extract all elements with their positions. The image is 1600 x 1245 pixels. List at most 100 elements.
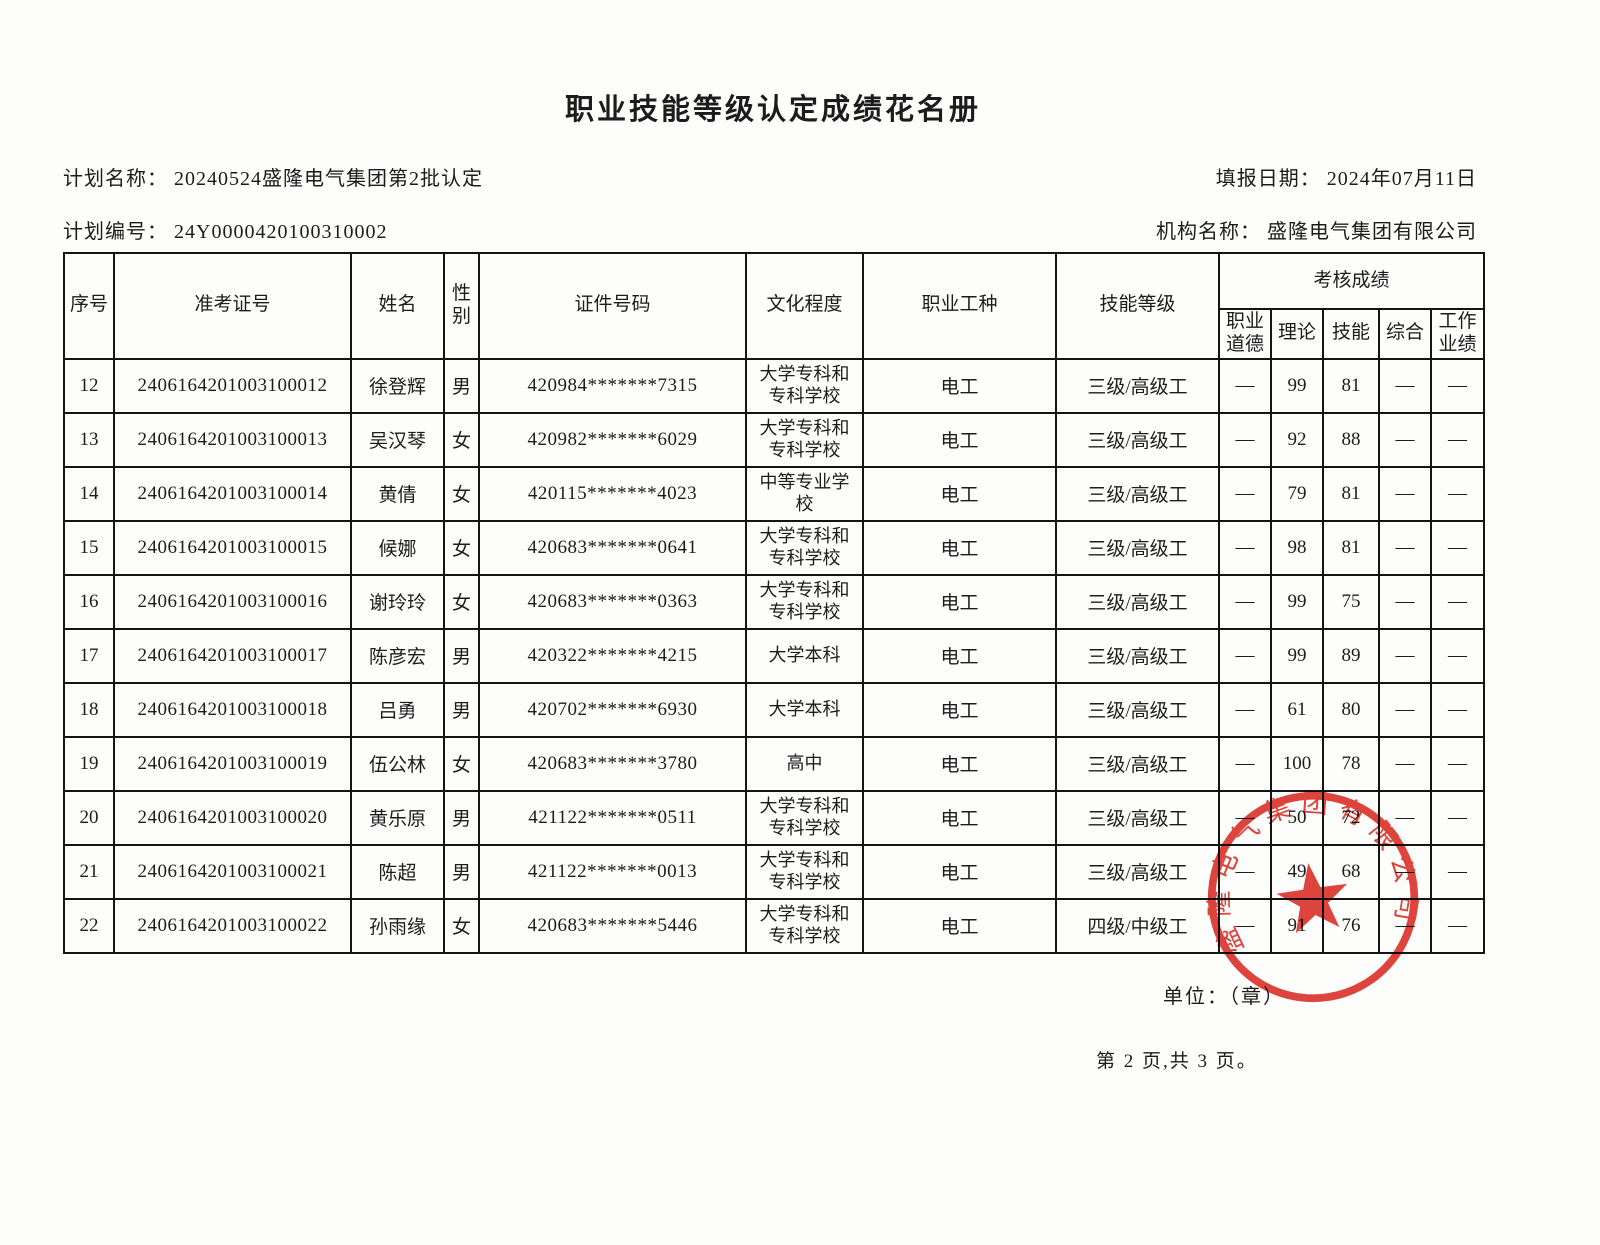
- cell-id-number: 420982*******6029: [478, 411, 747, 468]
- cell-score-skill: 88: [1322, 411, 1380, 468]
- cell-name: 陈超: [350, 843, 445, 900]
- cell-education: 大学专科和 专科学校: [745, 843, 864, 900]
- cell-name: 徐登辉: [350, 357, 445, 414]
- cell-id-number: 420702*******6930: [478, 681, 747, 738]
- cell-score-comprehensive: —: [1378, 681, 1432, 738]
- cell-score-comprehensive: —: [1378, 573, 1432, 630]
- cell-education: 大学专科和 专科学校: [745, 789, 864, 846]
- cell-gender: 女: [443, 573, 480, 630]
- cell-score-theory: 99: [1270, 627, 1324, 684]
- cell-score-theory: 79: [1270, 465, 1324, 522]
- cell-score-work: —: [1429, 573, 1486, 630]
- col-header-occupation: 职业工种: [862, 252, 1057, 360]
- cell-score-comprehensive: —: [1378, 843, 1432, 900]
- cell-name: 黄乐原: [350, 789, 445, 846]
- cell-education: 高中: [745, 735, 864, 792]
- cell-ticket-no: 2406164201003100013: [113, 411, 352, 468]
- cell-score-comprehensive: —: [1378, 789, 1432, 846]
- table-row: 22 2406164201003100022 孙雨缘女 420683*******54…: [63, 897, 1486, 954]
- cell-seq: 18: [63, 681, 115, 738]
- cell-skill-level: 三级/高级工: [1055, 573, 1220, 630]
- cell-skill-level: 三级/高级工: [1055, 789, 1220, 846]
- plan-name: 计划名称： 20240524盛隆电气集团第2批认定: [63, 168, 483, 190]
- col-header-gender: 性别: [443, 252, 480, 360]
- cell-score-theory: 99: [1270, 357, 1324, 414]
- cell-skill-level: 三级/高级工: [1055, 843, 1220, 900]
- cell-education: 大学专科和 专科学校: [745, 411, 864, 468]
- col-header-skill-level: 技能等级: [1055, 252, 1220, 360]
- cell-score-work: —: [1429, 519, 1486, 576]
- cell-seq: 21: [63, 843, 115, 900]
- cell-seq: 13: [63, 411, 115, 468]
- cell-name: 伍公林: [350, 735, 445, 792]
- cell-score-comprehensive: —: [1378, 519, 1432, 576]
- cell-occupation: 电工: [862, 573, 1057, 630]
- meta-row-1: 计划名称： 20240524盛隆电气集团第2批认定 填报日期： 2024年07月…: [63, 162, 1477, 191]
- cell-score-ethics: —: [1218, 735, 1272, 792]
- col-header-seq: 序号: [63, 252, 115, 360]
- cell-id-number: 420683*******0641: [478, 519, 747, 576]
- table-row: 14 2406164201003100014 黄倩女 420115*******402…: [63, 465, 1486, 522]
- col-header-score-comprehensive: 综合: [1378, 308, 1432, 360]
- cell-skill-level: 三级/高级工: [1055, 411, 1220, 468]
- cell-name: 候娜: [350, 519, 445, 576]
- cell-score-skill: 89: [1322, 627, 1380, 684]
- cell-score-skill: 81: [1322, 519, 1380, 576]
- cell-score-skill: 75: [1322, 573, 1380, 630]
- cell-score-comprehensive: —: [1378, 465, 1432, 522]
- cell-score-ethics: —: [1218, 843, 1272, 900]
- table-row: 17 2406164201003100017 陈彦宏男 420322*******42…: [63, 627, 1486, 684]
- cell-seq: 15: [63, 519, 115, 576]
- cell-seq: 22: [63, 897, 115, 954]
- cell-education: 大学专科和 专科学校: [745, 897, 864, 954]
- cell-score-work: —: [1429, 465, 1486, 522]
- plan-number: 计划编号： 24Y0000420100310002: [63, 221, 388, 243]
- cell-score-theory: 61: [1270, 681, 1324, 738]
- cell-score-skill: 81: [1322, 465, 1380, 522]
- cell-skill-level: 三级/高级工: [1055, 357, 1220, 414]
- cell-education: 中等专业学 校: [745, 465, 864, 522]
- cell-score-theory: 92: [1270, 411, 1324, 468]
- cell-occupation: 电工: [862, 357, 1057, 414]
- cell-gender: 男: [443, 789, 480, 846]
- cell-education: 大学专科和 专科学校: [745, 519, 864, 576]
- cell-ticket-no: 2406164201003100016: [113, 573, 352, 630]
- header-row-group: 序号 准考证号 姓名 性别 证件号码 文化程度 职业工种 技能等级 考核成绩: [63, 252, 1486, 360]
- cell-score-skill: 80: [1322, 681, 1380, 738]
- table-row: 18 2406164201003100018 吕勇男 420702*******693…: [63, 681, 1486, 738]
- cell-score-theory: 98: [1270, 519, 1324, 576]
- cell-score-skill: 76: [1322, 897, 1380, 954]
- cell-score-ethics: —: [1218, 357, 1272, 414]
- cell-occupation: 电工: [862, 735, 1057, 792]
- col-header-score-theory: 理论: [1270, 308, 1324, 360]
- cell-score-skill: 72: [1322, 789, 1380, 846]
- cell-score-comprehensive: —: [1378, 357, 1432, 414]
- col-header-score-skill: 技能: [1322, 308, 1380, 360]
- cell-score-work: —: [1429, 789, 1486, 846]
- cell-gender: 女: [443, 735, 480, 792]
- cell-ticket-no: 2406164201003100018: [113, 681, 352, 738]
- cell-education: 大学专科和 专科学校: [745, 357, 864, 414]
- cell-ticket-no: 2406164201003100020: [113, 789, 352, 846]
- cell-id-number: 420683*******0363: [478, 573, 747, 630]
- cell-seq: 12: [63, 357, 115, 414]
- cell-score-ethics: —: [1218, 681, 1272, 738]
- cell-education: 大学本科: [745, 627, 864, 684]
- col-header-id-number: 证件号码: [478, 252, 747, 360]
- cell-seq: 16: [63, 573, 115, 630]
- cell-ticket-no: 2406164201003100019: [113, 735, 352, 792]
- cell-skill-level: 四级/中级工: [1055, 897, 1220, 954]
- cell-skill-level: 三级/高级工: [1055, 735, 1220, 792]
- cell-score-ethics: —: [1218, 573, 1272, 630]
- cell-education: 大学专科和 专科学校: [745, 573, 864, 630]
- cell-occupation: 电工: [862, 519, 1057, 576]
- cell-score-theory: 49: [1270, 843, 1324, 900]
- cell-skill-level: 三级/高级工: [1055, 627, 1220, 684]
- cell-ticket-no: 2406164201003100017: [113, 627, 352, 684]
- cell-seq: 14: [63, 465, 115, 522]
- cell-score-ethics: —: [1218, 519, 1272, 576]
- cell-gender: 女: [443, 465, 480, 522]
- col-header-score-group: 考核成绩: [1217, 252, 1486, 310]
- cell-score-theory: 50: [1270, 789, 1324, 846]
- cell-ticket-no: 2406164201003100015: [113, 519, 352, 576]
